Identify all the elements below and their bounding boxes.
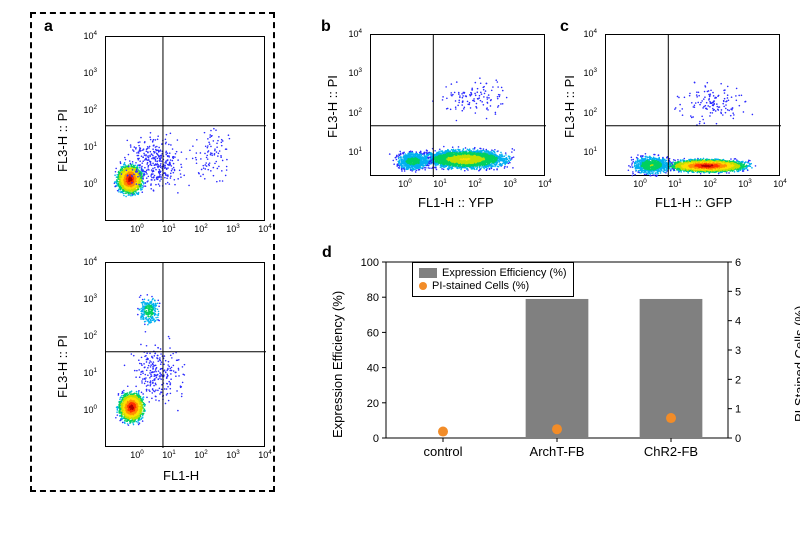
scatter-a-top bbox=[105, 36, 265, 221]
x-tick: 102 bbox=[703, 178, 717, 189]
ylabel-c: FL3-H :: PI bbox=[562, 75, 577, 138]
x-tick: 100 bbox=[130, 449, 144, 460]
x-tick: 102 bbox=[194, 223, 208, 234]
x-tick: 101 bbox=[668, 178, 682, 189]
ylabel-a-top: FL3-H :: PI bbox=[55, 109, 70, 172]
xtick-control: control bbox=[423, 444, 462, 459]
scatter-a-bot bbox=[105, 262, 265, 447]
x-tick: 103 bbox=[226, 223, 240, 234]
xtick-ArchT-FB: ArchT-FB bbox=[530, 444, 585, 459]
x-tick: 104 bbox=[258, 223, 272, 234]
scatter-b bbox=[370, 34, 545, 176]
y2-label-d: PI Stained Cells (%) bbox=[792, 306, 800, 422]
x-tick: 101 bbox=[162, 449, 176, 460]
dot-control bbox=[438, 427, 448, 437]
x-tick: 102 bbox=[468, 178, 482, 189]
legend-row-dot: PI-stained Cells (%) bbox=[419, 280, 567, 292]
dot-ChR2-FB bbox=[666, 413, 676, 423]
panel-b-label: b bbox=[321, 18, 331, 36]
legend-bar-label: Expression Efficiency (%) bbox=[442, 267, 567, 279]
legend-swatch-dot bbox=[419, 282, 427, 290]
x-tick: 101 bbox=[433, 178, 447, 189]
panel-d-label: d bbox=[322, 244, 332, 262]
legend-d: Expression Efficiency (%) PI-stained Cel… bbox=[412, 262, 574, 297]
y1-label-d: Expression Efficiency (%) bbox=[330, 291, 345, 438]
legend-dot-label: PI-stained Cells (%) bbox=[432, 280, 529, 292]
x-tick: 104 bbox=[258, 449, 272, 460]
dot-ArchT-FB bbox=[552, 424, 562, 434]
legend-swatch-bar bbox=[419, 268, 437, 278]
legend-row-bar: Expression Efficiency (%) bbox=[419, 267, 567, 279]
x-tick: 102 bbox=[194, 449, 208, 460]
scatter-c bbox=[605, 34, 780, 176]
bar-ArchT-FB bbox=[526, 299, 589, 438]
ylabel-b: FL3-H :: PI bbox=[325, 75, 340, 138]
xlabel-a-bot: FL1-H bbox=[163, 468, 199, 483]
panel-c-label: c bbox=[560, 18, 569, 36]
x-tick: 103 bbox=[503, 178, 517, 189]
x-tick: 103 bbox=[226, 449, 240, 460]
xtick-ChR2-FB: ChR2-FB bbox=[644, 444, 698, 459]
x-tick: 100 bbox=[633, 178, 647, 189]
x-tick: 103 bbox=[738, 178, 752, 189]
panel-a-label: a bbox=[44, 18, 53, 36]
x-tick: 104 bbox=[538, 178, 552, 189]
x-tick: 100 bbox=[398, 178, 412, 189]
x-tick: 101 bbox=[162, 223, 176, 234]
xlabel-b: FL1-H :: YFP bbox=[418, 195, 494, 210]
x-tick: 104 bbox=[773, 178, 787, 189]
x-tick: 100 bbox=[130, 223, 144, 234]
xlabel-c: FL1-H :: GFP bbox=[655, 195, 732, 210]
ylabel-a-bot: FL3-H :: PI bbox=[55, 335, 70, 398]
